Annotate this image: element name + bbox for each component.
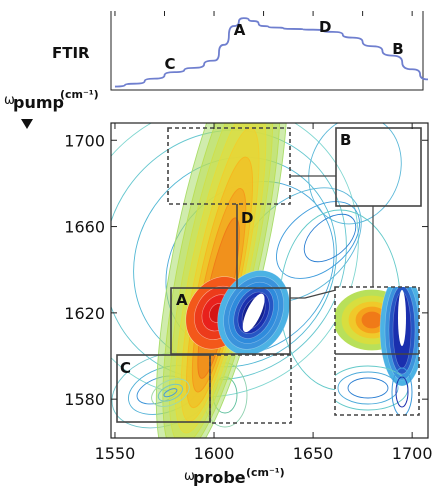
y-tick-label: 1580 <box>64 390 105 409</box>
box-d-dashed <box>167 127 291 205</box>
inset-ripple <box>347 377 389 399</box>
ylabel-pump: pump <box>13 93 64 112</box>
contour-layer <box>111 123 402 438</box>
peak-c-contour <box>163 388 178 398</box>
inset-frame <box>334 286 420 416</box>
inset-ripple <box>391 367 413 415</box>
peak-c-contour <box>151 378 190 407</box>
ftir-annotations: A B C D <box>164 18 403 73</box>
x-tick-label: 1600 <box>194 444 235 463</box>
ftir-annotation-b: B <box>392 40 403 58</box>
ftir-label: FTIR <box>52 44 90 62</box>
contour-ripple <box>276 201 360 279</box>
contour-ripple <box>308 123 402 225</box>
inset-contours <box>335 287 419 415</box>
ftir-spectrum-line <box>114 17 429 88</box>
ylabel-unit: (cm⁻¹) <box>60 88 99 101</box>
box-label-d: D <box>241 209 253 227</box>
x-tick-label: 1650 <box>293 444 334 463</box>
y-tick-label: 1700 <box>64 131 105 150</box>
ftir-top-ticks <box>114 11 413 16</box>
ftir-annotation-d: D <box>319 18 331 36</box>
x-tick-label: 1550 <box>95 444 136 463</box>
connector-a <box>290 289 337 299</box>
y-tick-label: 1620 <box>64 304 105 323</box>
axis-ticks: 1550 1600 1650 1700 1580 1620 1660 1700 <box>64 123 433 463</box>
contour-ripple <box>111 129 347 381</box>
x-tick-label: 1700 <box>392 444 433 463</box>
box-label-b: B <box>340 131 351 149</box>
y-tick-label: 1660 <box>64 218 105 237</box>
pump-arrow-icon <box>21 119 33 129</box>
box-c <box>116 354 211 423</box>
inset-ripple <box>337 371 399 405</box>
ftir-panel: FTIR A B C D <box>52 11 429 91</box>
contour-ripple <box>303 213 357 263</box>
ftir-annotation-a: A <box>234 21 246 39</box>
xlabel-unit: (cm⁻¹) <box>246 466 285 479</box>
inset-negative-center <box>398 290 406 346</box>
peak-c-contour <box>157 383 184 402</box>
box-b <box>335 127 422 207</box>
box-label-a: A <box>176 291 188 309</box>
box-a <box>170 287 291 355</box>
peak-bleach-center <box>242 293 265 333</box>
twod-panel: ω pump (cm⁻¹) A B C D 1550 1600 16 <box>4 88 433 486</box>
ftir-frame <box>110 11 424 91</box>
contour-ripple <box>111 123 359 398</box>
ftir-annotation-c: C <box>164 55 175 73</box>
box-label-c: C <box>120 359 131 377</box>
box-lower-dashed <box>209 354 292 424</box>
xlabel-omega: ω <box>184 469 195 484</box>
xlabel-probe: probe <box>193 468 246 486</box>
ylabel-omega: ω <box>4 93 15 108</box>
plot-frame <box>110 122 429 439</box>
inset-ripple <box>395 376 409 408</box>
inset-positive <box>361 311 383 329</box>
